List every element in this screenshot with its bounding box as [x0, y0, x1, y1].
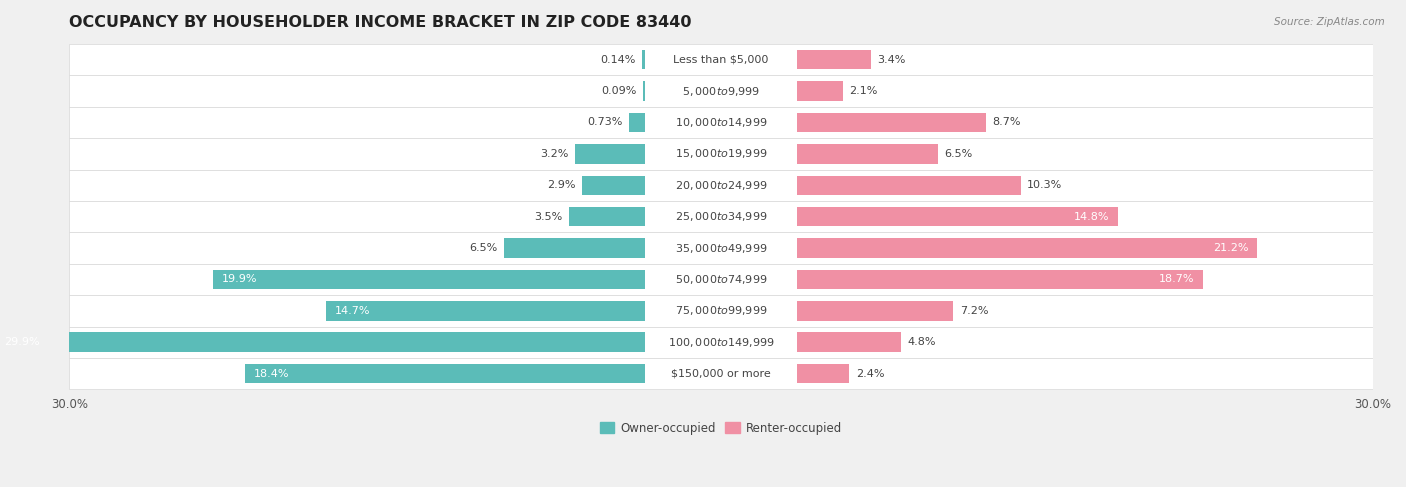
Bar [797, 175, 1021, 195]
Bar [797, 113, 986, 132]
Bar [797, 50, 870, 70]
Text: $10,000 to $14,999: $10,000 to $14,999 [675, 116, 768, 129]
Bar [797, 301, 953, 320]
Text: 6.5%: 6.5% [470, 243, 498, 253]
Bar [69, 232, 1372, 264]
Text: 7.2%: 7.2% [960, 306, 988, 316]
Bar [69, 358, 1372, 389]
Bar [797, 270, 1204, 289]
Text: $20,000 to $24,999: $20,000 to $24,999 [675, 179, 768, 192]
Bar [797, 144, 938, 164]
Bar [69, 75, 1372, 107]
Text: 0.73%: 0.73% [588, 117, 623, 128]
Text: $35,000 to $49,999: $35,000 to $49,999 [675, 242, 768, 255]
Text: 18.7%: 18.7% [1159, 275, 1195, 284]
Text: 21.2%: 21.2% [1213, 243, 1249, 253]
Text: $5,000 to $9,999: $5,000 to $9,999 [682, 85, 761, 97]
Bar [69, 295, 1372, 326]
Text: 2.4%: 2.4% [856, 369, 884, 378]
Bar [569, 207, 645, 226]
Text: 3.5%: 3.5% [534, 212, 562, 222]
Bar [69, 107, 1372, 138]
Text: 2.1%: 2.1% [849, 86, 877, 96]
Bar [797, 364, 849, 383]
Text: Source: ZipAtlas.com: Source: ZipAtlas.com [1274, 17, 1385, 27]
Text: $150,000 or more: $150,000 or more [671, 369, 770, 378]
Bar [797, 81, 842, 101]
Bar [643, 81, 645, 101]
Text: $50,000 to $74,999: $50,000 to $74,999 [675, 273, 768, 286]
Bar [797, 333, 901, 352]
Bar [69, 201, 1372, 232]
Text: 2.9%: 2.9% [547, 180, 575, 190]
Text: 14.7%: 14.7% [335, 306, 370, 316]
Text: 14.8%: 14.8% [1074, 212, 1109, 222]
Text: 18.4%: 18.4% [254, 369, 290, 378]
Text: 0.09%: 0.09% [602, 86, 637, 96]
Text: 3.2%: 3.2% [540, 149, 569, 159]
Text: $75,000 to $99,999: $75,000 to $99,999 [675, 304, 768, 318]
Text: 0.14%: 0.14% [600, 55, 636, 65]
Bar [575, 144, 645, 164]
Text: 4.8%: 4.8% [908, 337, 936, 347]
Bar [326, 301, 645, 320]
Bar [797, 207, 1118, 226]
Bar [69, 264, 1372, 295]
Text: $15,000 to $19,999: $15,000 to $19,999 [675, 148, 768, 160]
Text: 10.3%: 10.3% [1028, 180, 1063, 190]
Text: 29.9%: 29.9% [4, 337, 39, 347]
Bar [643, 50, 645, 70]
Text: 6.5%: 6.5% [945, 149, 973, 159]
Bar [628, 113, 645, 132]
Bar [797, 238, 1257, 258]
Bar [246, 364, 645, 383]
Bar [582, 175, 645, 195]
Text: Less than $5,000: Less than $5,000 [673, 55, 769, 65]
Bar [69, 138, 1372, 169]
Bar [69, 169, 1372, 201]
Text: 8.7%: 8.7% [993, 117, 1021, 128]
Bar [69, 326, 1372, 358]
Text: $25,000 to $34,999: $25,000 to $34,999 [675, 210, 768, 223]
Text: 3.4%: 3.4% [877, 55, 905, 65]
Bar [69, 44, 1372, 75]
Text: 19.9%: 19.9% [222, 275, 257, 284]
Text: OCCUPANCY BY HOUSEHOLDER INCOME BRACKET IN ZIP CODE 83440: OCCUPANCY BY HOUSEHOLDER INCOME BRACKET … [69, 15, 692, 30]
Text: $100,000 to $149,999: $100,000 to $149,999 [668, 336, 775, 349]
Bar [503, 238, 645, 258]
Bar [212, 270, 645, 289]
Legend: Owner-occupied, Renter-occupied: Owner-occupied, Renter-occupied [596, 417, 846, 439]
Bar [0, 333, 645, 352]
